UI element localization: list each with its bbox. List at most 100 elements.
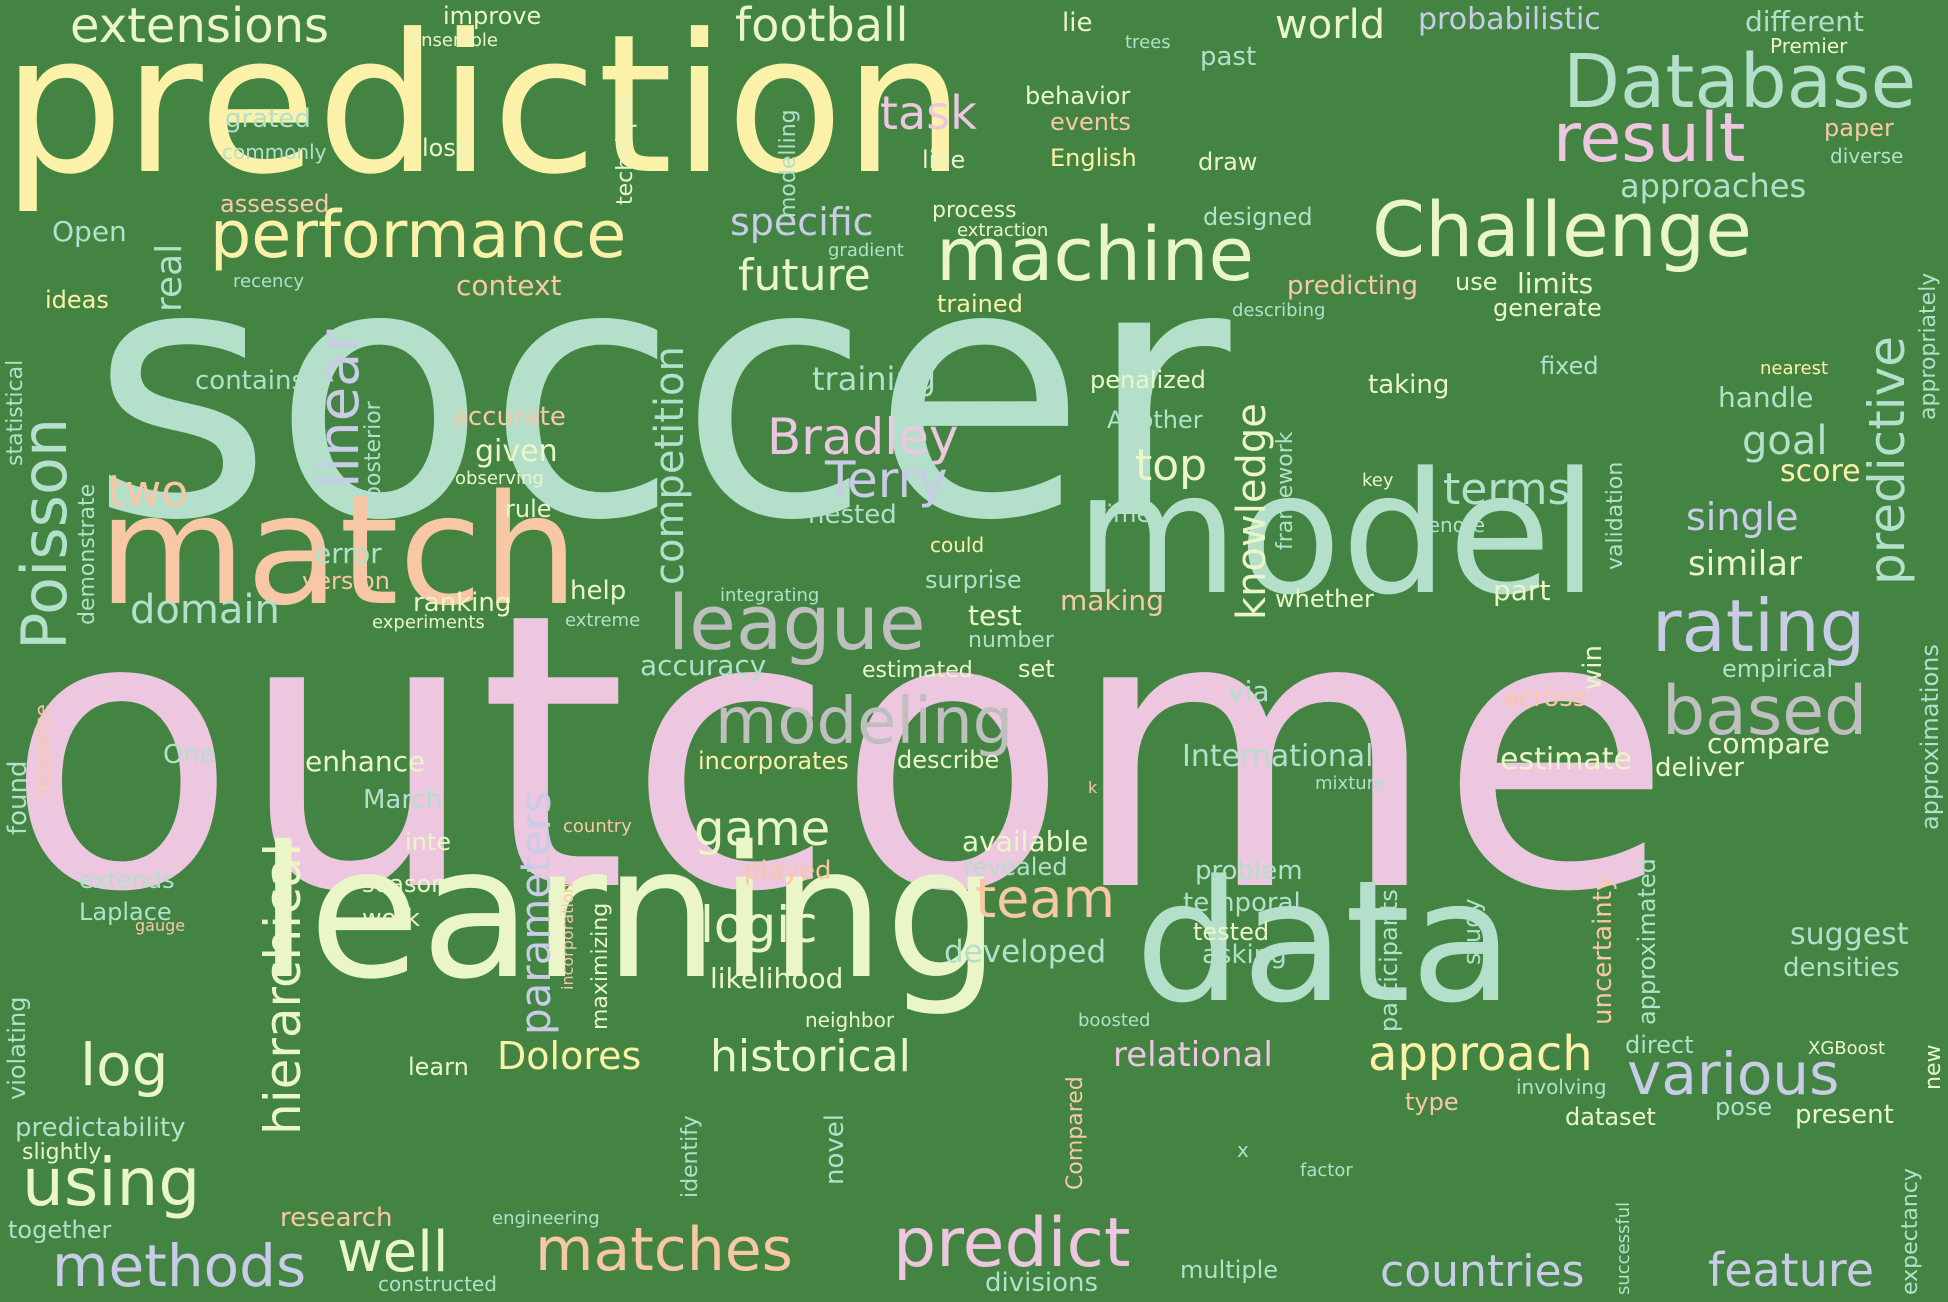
word-gauge: gauge (135, 916, 186, 935)
word-terms: terms (1443, 464, 1571, 515)
word-novel: novel (820, 1114, 850, 1185)
word-model: model (1075, 436, 1599, 632)
word-based: based (1662, 672, 1868, 751)
word-ideas: ideas (45, 286, 109, 314)
word-approaches: approaches (1620, 167, 1807, 205)
word-maximizing: maximizing (588, 902, 613, 1030)
word-nested: nested (808, 500, 897, 530)
word-handle: handle (1718, 381, 1814, 414)
word-past: past (1200, 42, 1257, 72)
word-suggest: suggest (1790, 917, 1909, 952)
word-approach: approach (1368, 1026, 1593, 1082)
word-successful: successful (1613, 1201, 1634, 1295)
word-top: top (1135, 440, 1208, 491)
word-terry: Terry (825, 451, 948, 509)
word-describing: describing (1232, 300, 1326, 321)
word-learn: learn (408, 1053, 469, 1081)
word-key: key (1362, 470, 1394, 491)
word-compare: compare (1707, 727, 1830, 760)
word-compared: Compared (1063, 1076, 1088, 1190)
word-found: found (3, 760, 33, 835)
word-task: task (880, 86, 977, 140)
word-contains: contains (195, 366, 306, 396)
word-world: world (1275, 2, 1386, 48)
word-revealed: revealed (963, 853, 1068, 881)
word-predictability: predictability (15, 1113, 186, 1143)
word-database: Database (1563, 39, 1917, 125)
word-extreme: extreme (565, 610, 641, 631)
word-events: events (1050, 108, 1131, 136)
word-fixed: fixed (1540, 352, 1599, 380)
word-data: data (1135, 844, 1514, 1040)
word-help: help (570, 576, 627, 606)
word-similar: similar (1688, 544, 1802, 584)
word-bradley: Bradley (767, 408, 959, 466)
word-match: match (98, 462, 579, 639)
word-developed: developed (944, 934, 1107, 970)
word-recency: recency (233, 271, 305, 292)
word-deliver: deliver (1655, 753, 1745, 783)
word-participants: participants (1375, 889, 1403, 1032)
word-commonly: commonly (222, 140, 327, 164)
word-performance: performance (210, 198, 627, 273)
word-dolores: Dolores (497, 1034, 642, 1078)
word-given: given (475, 434, 558, 469)
word-approximations: approximations (1916, 644, 1944, 830)
word-dataset: dataset (1565, 1103, 1656, 1131)
word-generate: generate (1493, 294, 1602, 322)
word-integrating: integrating (720, 585, 820, 606)
word-paper: paper (1824, 114, 1894, 142)
word-posterior: posterior (361, 401, 386, 500)
word-parameters: parameters (511, 791, 560, 1035)
word-x: x (1237, 1138, 1249, 1162)
word-machine: machine (936, 212, 1255, 298)
word-multiple: multiple (1180, 1256, 1279, 1284)
word-denote: denote (1415, 513, 1486, 537)
word-new: new (1921, 1044, 1946, 1090)
word-temporal: temporal (1183, 888, 1301, 918)
word-one: One (163, 740, 216, 770)
word-logic: logic (700, 896, 818, 954)
word-laplace: Laplace (79, 898, 172, 926)
word-knowledge: knowledge (1229, 403, 1275, 620)
word-taking: taking (1368, 370, 1450, 400)
word-slightly: slightly (22, 1140, 102, 1165)
word-demonstrate: demonstrate (75, 483, 100, 625)
word-future: future (738, 250, 871, 301)
word-assessed: assessed (220, 190, 330, 218)
word-countries: countries (1380, 1246, 1585, 1297)
word-could: could (930, 533, 985, 557)
word-march: March (363, 785, 443, 815)
word-work: work (362, 904, 421, 932)
word-relational: relational (1113, 1035, 1273, 1075)
word-accurate: accurate (452, 402, 566, 432)
word-expectancy: expectancy (1898, 1168, 1923, 1295)
word-mixture: mixture (1315, 773, 1385, 794)
word-identify: identify (678, 1115, 703, 1198)
word-uncertainty: uncertainty (1588, 875, 1618, 1025)
word-country: country (563, 816, 632, 837)
word-set: set (1018, 655, 1055, 683)
word-version: version (302, 567, 390, 595)
word-diverse: diverse (1830, 144, 1904, 168)
word-rating: rating (1652, 584, 1866, 668)
word-surprise: surprise (925, 566, 1022, 594)
word-ranking: ranking (413, 588, 512, 618)
word-prediction: prediction (2, 0, 966, 217)
word-log: log (80, 1031, 169, 1099)
word-matches: matches (535, 1215, 793, 1285)
word-two: two (108, 466, 189, 517)
word-together: together (8, 1216, 112, 1244)
word-football: football (735, 0, 909, 52)
word-various: various (1627, 1040, 1840, 1108)
word-game: game (694, 801, 831, 857)
word-rule: rule (505, 495, 552, 523)
word-test: test (968, 599, 1022, 632)
word-lie: lie (1062, 8, 1093, 38)
word-behavior: behavior (1025, 82, 1131, 110)
word-well: well (337, 1220, 449, 1285)
word-use: use (1455, 268, 1498, 296)
word-specific: specific (730, 200, 874, 244)
word-estimate: estimate (1500, 742, 1633, 777)
word-result: result (1553, 99, 1746, 178)
